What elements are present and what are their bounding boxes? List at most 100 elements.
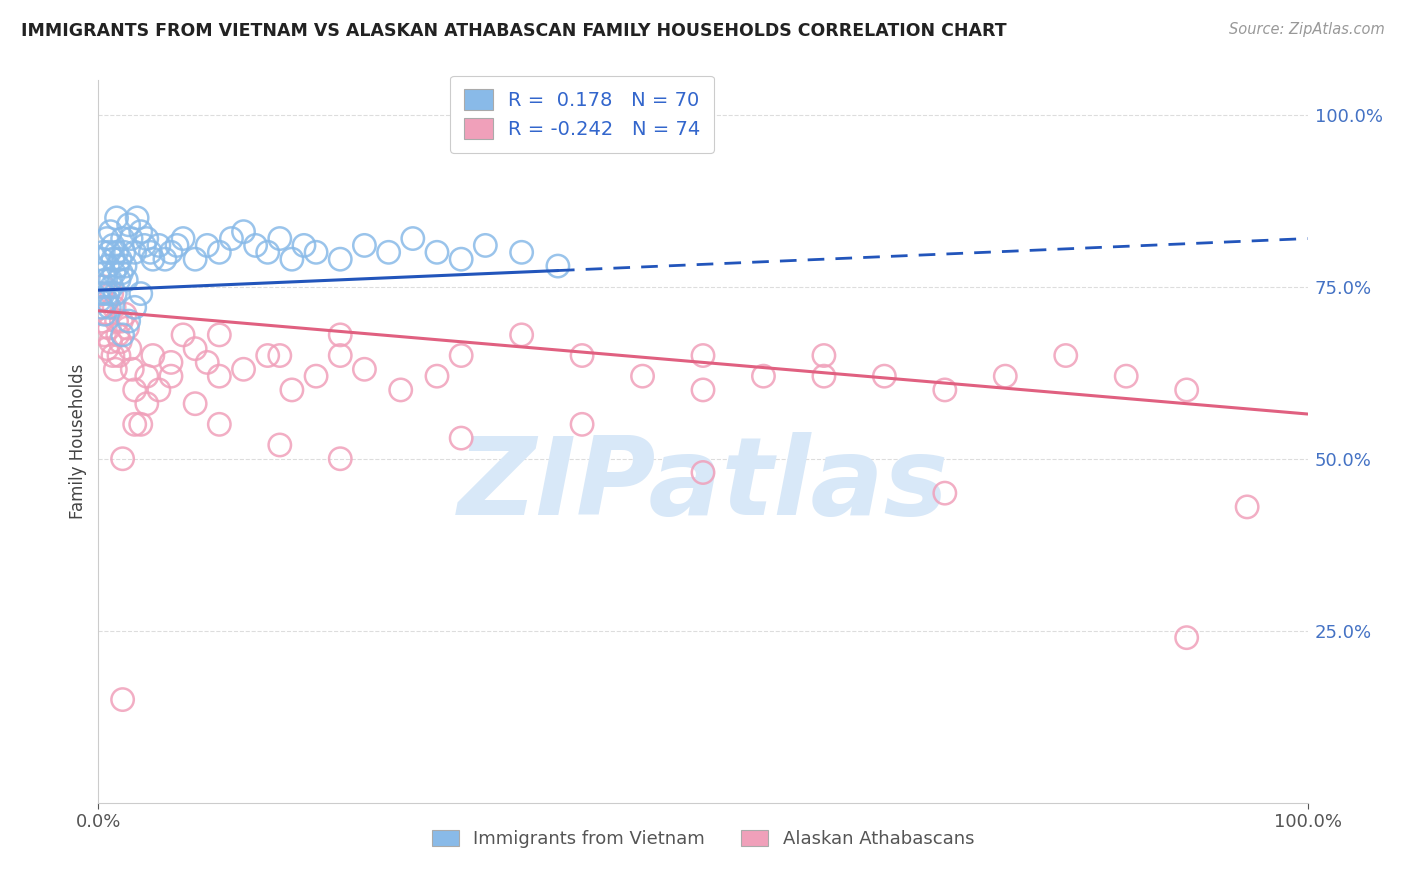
Point	[474, 238, 496, 252]
Point	[111, 231, 134, 245]
Point	[134, 238, 156, 252]
Point	[115, 273, 138, 287]
Point	[377, 245, 399, 260]
Point	[94, 293, 117, 308]
Point	[631, 369, 654, 384]
Point	[1175, 383, 1198, 397]
Point	[135, 369, 157, 384]
Point	[108, 273, 131, 287]
Point	[389, 383, 412, 397]
Point	[184, 342, 207, 356]
Point	[256, 349, 278, 363]
Point	[208, 245, 231, 260]
Point	[148, 238, 170, 252]
Point	[571, 417, 593, 432]
Point	[281, 383, 304, 397]
Point	[97, 286, 120, 301]
Point	[142, 349, 165, 363]
Point	[208, 417, 231, 432]
Point	[93, 327, 115, 342]
Point	[160, 355, 183, 369]
Point	[329, 252, 352, 267]
Point	[934, 486, 956, 500]
Point	[105, 211, 128, 225]
Point	[111, 692, 134, 706]
Point	[91, 301, 114, 315]
Point	[752, 369, 775, 384]
Point	[813, 349, 835, 363]
Point	[402, 231, 425, 245]
Point	[120, 231, 142, 245]
Point	[114, 307, 136, 321]
Point	[329, 327, 352, 342]
Point	[135, 231, 157, 245]
Point	[93, 307, 115, 321]
Point	[124, 245, 146, 260]
Point	[245, 238, 267, 252]
Point	[184, 397, 207, 411]
Y-axis label: Family Households: Family Households	[69, 364, 87, 519]
Point	[100, 279, 122, 293]
Point	[98, 301, 121, 315]
Point	[98, 245, 121, 260]
Point	[129, 225, 152, 239]
Point	[100, 334, 122, 349]
Point	[107, 327, 129, 342]
Point	[172, 327, 194, 342]
Point	[110, 266, 132, 280]
Point	[91, 279, 114, 293]
Point	[873, 369, 896, 384]
Point	[426, 245, 449, 260]
Point	[129, 286, 152, 301]
Point	[166, 238, 188, 252]
Point	[117, 321, 139, 335]
Point	[184, 252, 207, 267]
Point	[232, 362, 254, 376]
Point	[91, 252, 114, 267]
Point	[104, 362, 127, 376]
Text: ZIPatlas: ZIPatlas	[457, 432, 949, 538]
Point	[1115, 369, 1137, 384]
Point	[90, 279, 112, 293]
Point	[118, 342, 141, 356]
Point	[232, 225, 254, 239]
Point	[208, 369, 231, 384]
Text: IMMIGRANTS FROM VIETNAM VS ALASKAN ATHABASCAN FAMILY HOUSEHOLDS CORRELATION CHAR: IMMIGRANTS FROM VIETNAM VS ALASKAN ATHAB…	[21, 22, 1007, 40]
Point	[269, 349, 291, 363]
Point	[111, 327, 134, 342]
Point	[172, 231, 194, 245]
Point	[139, 245, 162, 260]
Point	[98, 321, 121, 335]
Point	[104, 286, 127, 301]
Point	[281, 252, 304, 267]
Legend: Immigrants from Vietnam, Alaskan Athabascans: Immigrants from Vietnam, Alaskan Athabas…	[425, 822, 981, 855]
Point	[103, 266, 125, 280]
Point	[1236, 500, 1258, 514]
Point	[93, 266, 115, 280]
Point	[510, 245, 533, 260]
Point	[105, 314, 128, 328]
Point	[221, 231, 243, 245]
Point	[813, 369, 835, 384]
Point	[124, 301, 146, 315]
Point	[118, 314, 141, 328]
Point	[510, 327, 533, 342]
Point	[108, 349, 131, 363]
Point	[111, 451, 134, 466]
Point	[101, 238, 124, 252]
Point	[107, 259, 129, 273]
Point	[100, 286, 122, 301]
Point	[547, 259, 569, 273]
Point	[353, 362, 375, 376]
Point	[305, 245, 328, 260]
Point	[142, 252, 165, 267]
Point	[450, 252, 472, 267]
Point	[305, 369, 328, 384]
Point	[96, 293, 118, 308]
Point	[160, 245, 183, 260]
Point	[91, 286, 114, 301]
Point	[692, 466, 714, 480]
Point	[256, 245, 278, 260]
Point	[153, 252, 176, 267]
Point	[329, 451, 352, 466]
